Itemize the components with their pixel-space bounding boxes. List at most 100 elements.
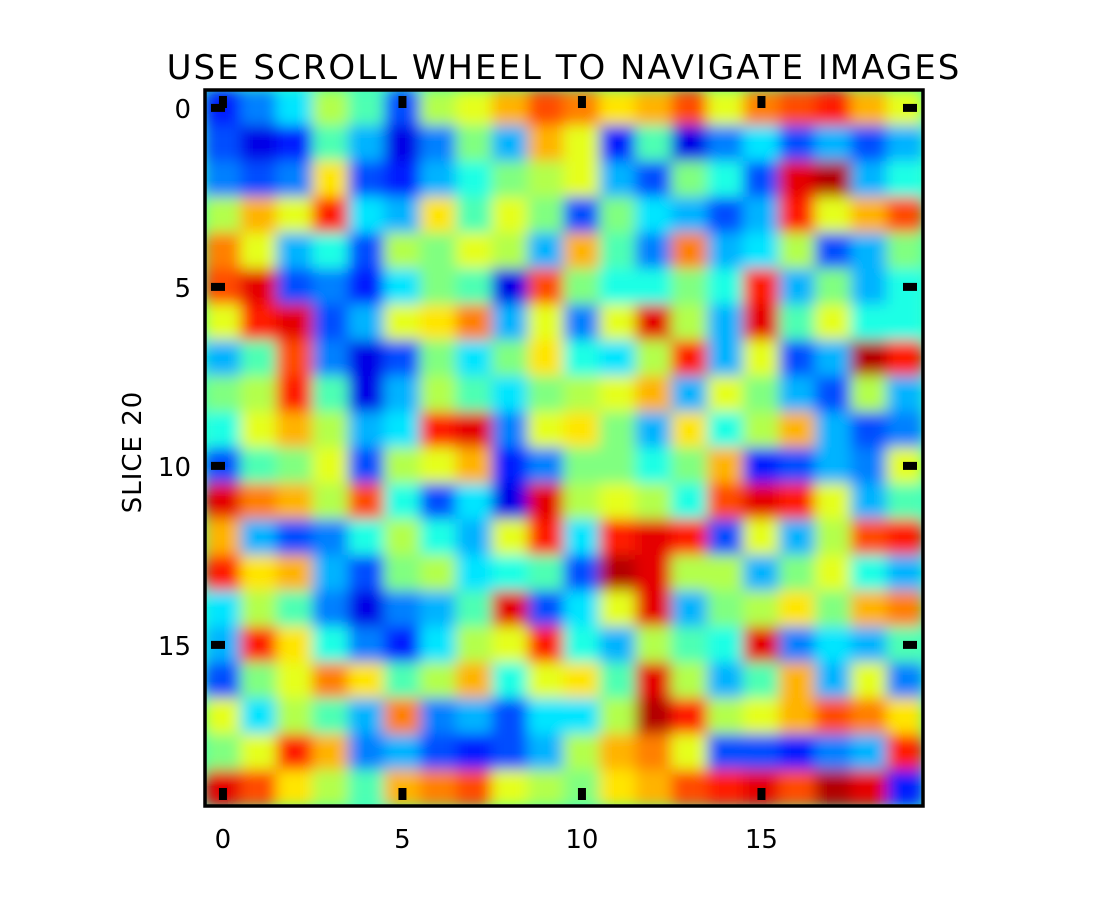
heatmap-cell bbox=[527, 662, 565, 700]
heatmap-cell bbox=[527, 554, 565, 592]
heatmap-cell bbox=[312, 375, 350, 413]
heatmap-cell bbox=[743, 375, 780, 413]
heatmap-cell bbox=[240, 232, 278, 270]
x-tick-mark bbox=[398, 788, 407, 800]
heatmap-cell bbox=[205, 161, 242, 198]
heatmap-cell bbox=[635, 447, 673, 485]
heatmap-cell bbox=[886, 232, 923, 270]
heatmap-cell bbox=[491, 268, 529, 306]
heatmap-cell bbox=[635, 268, 673, 306]
heatmap-cell bbox=[240, 483, 278, 521]
heatmap-cell bbox=[886, 698, 923, 735]
heatmap-cell bbox=[240, 626, 278, 664]
heatmap-cell bbox=[527, 90, 565, 127]
heatmap-cell bbox=[563, 304, 601, 342]
heatmap-cell bbox=[455, 196, 493, 234]
heatmap-cell bbox=[563, 375, 601, 413]
heatmap-cell bbox=[563, 662, 601, 700]
heatmap-cell bbox=[240, 268, 278, 306]
heatmap-cell bbox=[671, 698, 709, 735]
heatmap-cell bbox=[599, 196, 637, 234]
heatmap-cell bbox=[743, 590, 780, 628]
heatmap-cell bbox=[348, 733, 385, 771]
heatmap-cell bbox=[671, 161, 709, 198]
heatmap-cell bbox=[455, 769, 493, 806]
heatmap-cell bbox=[886, 662, 923, 700]
heatmap-cell bbox=[276, 304, 314, 342]
heatmap-cell bbox=[455, 733, 493, 771]
heatmap-cell bbox=[205, 698, 242, 735]
heatmap-cell bbox=[671, 769, 709, 806]
heatmap-cell bbox=[886, 340, 923, 377]
heatmap-cell bbox=[635, 519, 673, 556]
heatmap-cell bbox=[276, 662, 314, 700]
heatmap-cell bbox=[886, 519, 923, 556]
heatmap-cell bbox=[276, 232, 314, 270]
heatmap-cell bbox=[707, 626, 744, 664]
heatmap-cell bbox=[348, 304, 385, 342]
heatmap-cell bbox=[635, 554, 673, 592]
heatmap-cell bbox=[814, 268, 852, 306]
heatmap-cell bbox=[599, 90, 637, 127]
heatmap-cell bbox=[276, 554, 314, 592]
heatmap-cell bbox=[455, 268, 493, 306]
heatmap-cell bbox=[348, 125, 385, 163]
heatmap-cell bbox=[599, 375, 637, 413]
heatmap-cell bbox=[814, 769, 852, 806]
heatmap-cell bbox=[384, 375, 421, 413]
heatmap-cell bbox=[814, 90, 852, 127]
heatmap-cell bbox=[312, 90, 350, 127]
heatmap-cell bbox=[240, 769, 278, 806]
heatmap-cell bbox=[707, 161, 744, 198]
heatmap-cell bbox=[563, 125, 601, 163]
heatmap-cell bbox=[599, 769, 637, 806]
heatmap-cell bbox=[778, 698, 816, 735]
heatmap-cell bbox=[527, 232, 565, 270]
heatmap-cell bbox=[276, 125, 314, 163]
heatmap-cell bbox=[599, 304, 637, 342]
heatmap-cell bbox=[455, 519, 493, 556]
heatmap-cell bbox=[384, 554, 421, 592]
heatmap-cell bbox=[778, 519, 816, 556]
heatmap-cell bbox=[348, 447, 385, 485]
heatmap-cell bbox=[743, 447, 780, 485]
plot-frame-halo bbox=[199, 84, 929, 812]
x-tick-label: 5 bbox=[394, 825, 411, 855]
heatmap-cell bbox=[455, 232, 493, 270]
heatmap-cell bbox=[276, 268, 314, 306]
heatmap-cell bbox=[635, 340, 673, 377]
heatmap-cell bbox=[491, 411, 529, 449]
heatmap-cell bbox=[384, 232, 421, 270]
heatmap-cell bbox=[599, 554, 637, 592]
y-tick-mark bbox=[903, 103, 917, 112]
heatmap-cell bbox=[527, 340, 565, 377]
heatmap-cell bbox=[599, 232, 637, 270]
heatmap-cell bbox=[850, 411, 888, 449]
heatmap-cell bbox=[671, 662, 709, 700]
heatmap-cell bbox=[778, 304, 816, 342]
heatmap-cell bbox=[455, 483, 493, 521]
heatmap-cell bbox=[527, 590, 565, 628]
heatmap-cell bbox=[707, 769, 744, 806]
heatmap-cell bbox=[743, 268, 780, 306]
x-tick-mark bbox=[757, 96, 766, 108]
heatmap-cell bbox=[563, 590, 601, 628]
y-tick-mark bbox=[903, 282, 917, 291]
heatmap-cell bbox=[419, 733, 457, 771]
heatmap-cell bbox=[599, 626, 637, 664]
heatmap-cell bbox=[312, 340, 350, 377]
heatmap-cell bbox=[455, 662, 493, 700]
heatmap-cell bbox=[527, 125, 565, 163]
heatmap-cell bbox=[276, 375, 314, 413]
heatmap-cell bbox=[419, 268, 457, 306]
heatmap-cell bbox=[599, 161, 637, 198]
heatmap-cell bbox=[707, 196, 744, 234]
heatmap-cell bbox=[707, 483, 744, 521]
heatmap-image[interactable] bbox=[205, 90, 924, 807]
heatmap-cell bbox=[419, 483, 457, 521]
heatmap-cell bbox=[491, 590, 529, 628]
heatmap-cell bbox=[778, 662, 816, 700]
heatmap-cell bbox=[814, 519, 852, 556]
y-tick-label: 0 bbox=[174, 95, 191, 125]
